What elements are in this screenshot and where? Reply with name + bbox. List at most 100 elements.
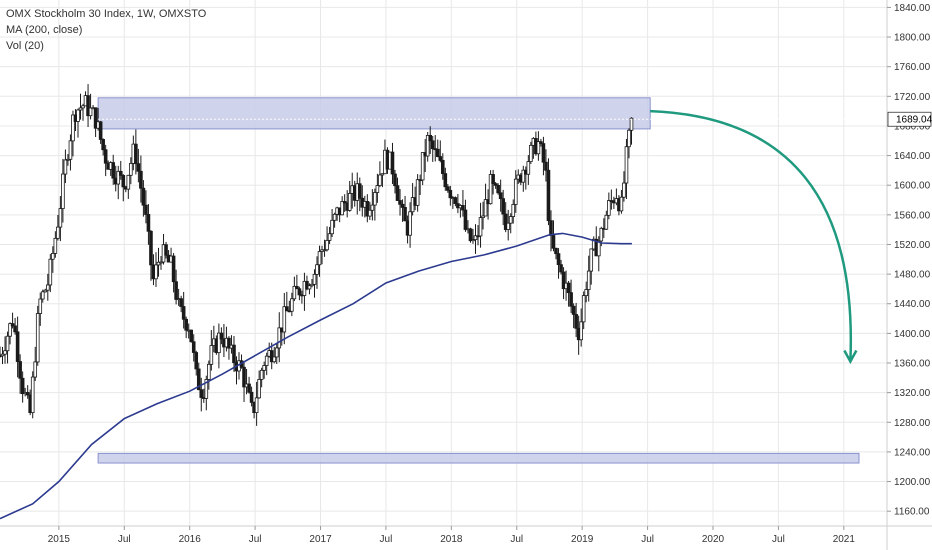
candle-body bbox=[342, 201, 347, 204]
support-zone[interactable] bbox=[97, 452, 860, 464]
candle-body bbox=[461, 205, 465, 211]
y-tick-label: 1200.00 bbox=[894, 477, 931, 488]
candle-body bbox=[448, 189, 453, 199]
candle-body bbox=[194, 352, 199, 370]
candle-body bbox=[232, 344, 236, 364]
candle-body bbox=[247, 383, 251, 393]
x-tick-label: 2017 bbox=[309, 534, 332, 545]
candle-body bbox=[390, 151, 395, 175]
candle-body bbox=[0, 353, 5, 357]
candle-body bbox=[312, 273, 317, 285]
candle-body bbox=[196, 368, 201, 391]
candle-body bbox=[219, 332, 224, 340]
candle-body bbox=[408, 211, 412, 236]
candle-body bbox=[627, 129, 631, 148]
candle-body bbox=[398, 200, 402, 205]
candle-body bbox=[129, 163, 133, 176]
candle-body bbox=[506, 222, 511, 230]
candle-body bbox=[141, 187, 146, 206]
candle-body bbox=[10, 323, 15, 327]
candle-body bbox=[607, 200, 611, 216]
candle-body bbox=[551, 235, 556, 249]
candle-body bbox=[559, 264, 563, 273]
y-tick-label: 1680.00 bbox=[894, 121, 931, 132]
last-price-badge bbox=[887, 111, 932, 127]
candle-body bbox=[121, 175, 126, 188]
candle-body bbox=[478, 217, 483, 237]
x-tick-label: Jul bbox=[772, 534, 785, 545]
x-tick-label: Jul bbox=[641, 534, 654, 545]
ma-indicator-label[interactable]: MA (200, close) bbox=[6, 24, 83, 36]
y-tick-label: 1720.00 bbox=[894, 92, 931, 103]
candle-body bbox=[78, 107, 83, 111]
candle-body bbox=[586, 270, 591, 290]
candle-body bbox=[380, 173, 385, 176]
y-tick-label: 1440.00 bbox=[894, 299, 931, 310]
candle-body bbox=[134, 143, 138, 165]
candle-body bbox=[443, 173, 448, 188]
candle-body bbox=[43, 289, 48, 293]
candle-body bbox=[463, 209, 468, 230]
x-tick-label: 2020 bbox=[702, 534, 725, 545]
chart-legend: OMX Stockholm 30 Index, 1W, OMXSTO MA (2… bbox=[6, 6, 206, 54]
candle-body bbox=[403, 207, 407, 222]
resistance-zone[interactable] bbox=[97, 97, 651, 130]
x-tick-label: 2015 bbox=[48, 534, 71, 545]
candle-body bbox=[400, 203, 405, 208]
y-tick-label: 1840.00 bbox=[894, 3, 931, 14]
candle-body bbox=[491, 174, 495, 185]
y-tick-label: 1600.00 bbox=[894, 181, 931, 192]
candle-body bbox=[101, 139, 105, 151]
symbol-title[interactable]: OMX Stockholm 30 Index, 1W, OMXSTO bbox=[6, 8, 207, 20]
candle-body bbox=[33, 361, 38, 378]
candle-body bbox=[88, 107, 93, 117]
candle-body bbox=[35, 313, 40, 363]
candle-body bbox=[584, 289, 589, 297]
candle-body bbox=[549, 220, 553, 236]
projection-arrow[interactable] bbox=[650, 109, 853, 362]
candle-body bbox=[297, 288, 302, 296]
candle-body bbox=[493, 183, 498, 186]
y-tick-label: 1560.00 bbox=[894, 210, 931, 221]
candle-body bbox=[428, 135, 433, 142]
candle-body bbox=[315, 264, 319, 275]
candle-body bbox=[71, 114, 75, 142]
y-tick-label: 1320.00 bbox=[894, 388, 931, 399]
y-tick-label: 1760.00 bbox=[894, 62, 931, 73]
candle-body bbox=[629, 117, 634, 131]
candle-body bbox=[58, 208, 63, 228]
candle-body bbox=[503, 213, 508, 230]
time-axis[interactable]: 2015 Jul 2016 Jul 2017 Jul 2018 Jul 2019 Jul 2020 J… bbox=[48, 526, 856, 545]
candle-body bbox=[30, 376, 35, 414]
candle-body bbox=[209, 345, 214, 365]
candle-body bbox=[144, 204, 148, 215]
candle-body bbox=[589, 248, 594, 272]
candle-body bbox=[126, 174, 131, 190]
candle-body bbox=[249, 391, 254, 403]
candle-body bbox=[40, 291, 45, 300]
candle-body bbox=[292, 285, 297, 300]
candle-body bbox=[146, 214, 151, 232]
resistance-support-zones[interactable] bbox=[97, 97, 860, 464]
candle-body bbox=[513, 178, 518, 205]
volume-indicator-label[interactable]: Vol (20) bbox=[6, 40, 44, 52]
candle-body bbox=[332, 213, 337, 221]
candle-body bbox=[290, 298, 294, 312]
candle-body bbox=[368, 209, 372, 217]
candle-body bbox=[604, 214, 609, 230]
candle-body bbox=[453, 197, 458, 205]
candle-body bbox=[156, 261, 161, 266]
candle-body bbox=[199, 389, 204, 398]
candle-body bbox=[508, 216, 513, 224]
candle-body bbox=[330, 219, 334, 235]
candle-body bbox=[217, 332, 221, 354]
price-axis[interactable]: 1160.00 1200.00 1240.00 1280.00 1320.00 1360.… bbox=[887, 3, 931, 518]
y-tick-label: 1520.00 bbox=[894, 240, 931, 251]
candlestick-series bbox=[0, 84, 634, 426]
candle-body bbox=[370, 204, 375, 211]
candle-body bbox=[257, 379, 261, 399]
candle-body bbox=[340, 201, 344, 216]
candle-body bbox=[269, 350, 274, 363]
candle-body bbox=[46, 284, 50, 291]
